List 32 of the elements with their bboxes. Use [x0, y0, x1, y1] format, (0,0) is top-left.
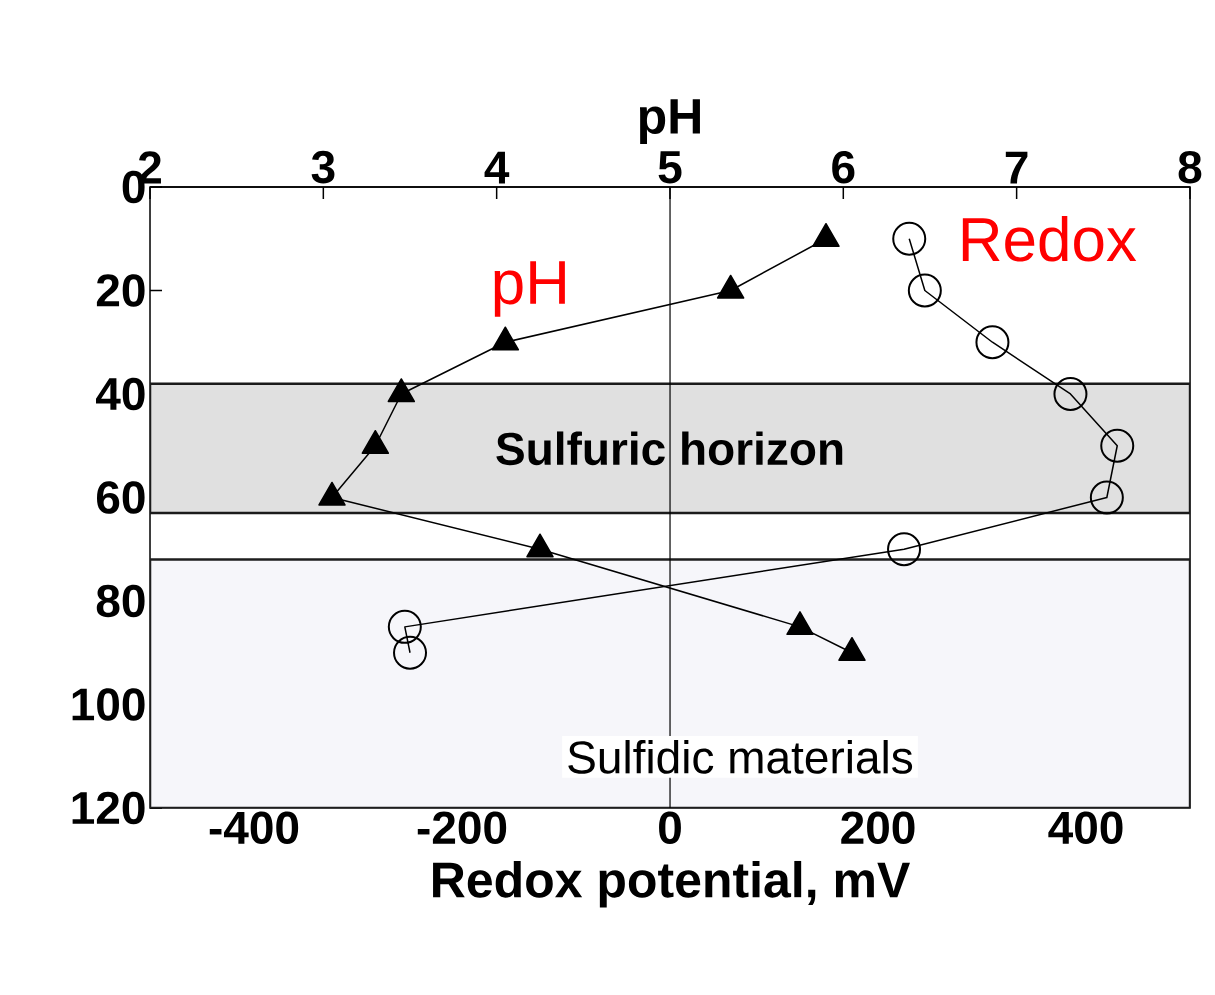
point: [975, 325, 1010, 360]
y-tick-label: 120: [72, 791, 145, 825]
point: [393, 635, 428, 670]
point: [387, 609, 422, 644]
y-tick-label: 100: [72, 688, 145, 721]
x-tick-label: -200: [417, 811, 507, 845]
x2-axis-title: pH: [639, 99, 700, 144]
legend-label: Redox: [962, 215, 1137, 262]
x-axis-title: Redox potential, mV: [433, 860, 910, 908]
y-tick-label: 80: [96, 584, 145, 618]
x-tick-label: 200: [841, 811, 915, 845]
point: [887, 532, 922, 567]
point: [907, 273, 942, 308]
band-label: Sulfidic materials: [568, 740, 913, 774]
x2-tick-label: 6: [832, 150, 855, 184]
point: [1089, 480, 1124, 515]
point: [1053, 376, 1088, 411]
y-tick-label: 60: [96, 481, 145, 514]
x2-tick-label: 3: [311, 150, 335, 184]
point: [1100, 428, 1135, 463]
x-tick-label: 400: [1048, 811, 1123, 845]
y-tick-label: 40: [96, 377, 145, 411]
x2-tick-label: 7: [1005, 151, 1028, 184]
x2-tick-label: 4: [484, 151, 510, 184]
x-tick-label: -400: [209, 811, 299, 845]
band-label: Sulfuric horizon: [496, 431, 843, 466]
x2-tick-label: 8: [1178, 150, 1202, 184]
point: [892, 221, 927, 256]
series-label: pH: [494, 261, 565, 317]
y-tick-label: 20: [96, 274, 145, 307]
x-tick-label: 0: [659, 811, 681, 845]
x2-tick-label: 5: [658, 151, 682, 184]
